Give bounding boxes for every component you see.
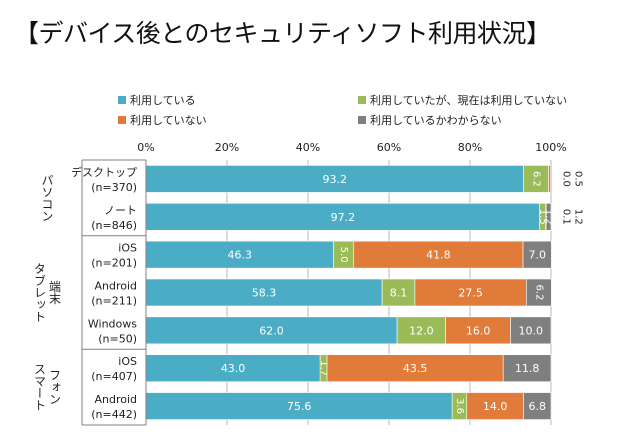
bar-segment [445,316,511,345]
group-label: タブレット [33,262,47,322]
category-n-label: (n=442) [91,408,137,421]
legend-label: 利用していない [130,114,207,127]
category-n-label: (n=407) [91,370,137,383]
data-label: 3.6 [454,398,465,414]
legend-swatch [118,96,126,104]
x-tick-label: 60% [377,141,401,154]
data-label: 46.3 [228,249,253,262]
data-label: 11.8 [515,362,540,375]
outside-data-label: 1.2 [573,209,584,225]
bar-segment [548,165,551,193]
x-tick-label: 80% [458,141,482,154]
bar-segment [145,354,321,383]
data-label: 1.5 [537,209,548,225]
group-label: スマート [33,363,47,411]
legend-label: 利用している [130,94,196,107]
group-label: パソコン [40,173,54,221]
data-label: 16.0 [466,324,491,337]
data-label: 12.0 [409,324,434,337]
data-label: 14.0 [483,400,508,413]
category-n-label: (n=211) [91,295,137,308]
outside-data-label: 0.1 [561,209,572,225]
outside-data-label: 0.5 [573,171,584,187]
category-label: デスクトップ [71,165,137,179]
category-label: Android [94,393,137,406]
bar-segment [545,202,552,231]
x-tick-label: 40% [296,141,320,154]
bar-segment [522,240,552,269]
x-tick-label: 0% [137,141,154,154]
data-label: 1.2 [543,209,554,225]
legend-swatch [358,116,366,124]
data-label: 1.7 [318,360,329,376]
bar-segment [396,316,447,345]
bar-segment [523,392,552,420]
bar-segment [510,316,552,345]
legend-swatch [118,116,126,124]
data-label: 41.8 [426,249,451,262]
bar-segment [145,316,398,345]
bar-segment [525,278,552,307]
data-label: 6.8 [528,400,546,413]
legend-label: 利用しているかわからない [370,114,502,127]
data-label: 97.2 [331,211,356,224]
category-label: Android [94,280,137,293]
group-label: フォン [48,369,62,405]
bar-segment [353,240,524,269]
bar-segment [145,392,453,420]
data-label: 6.2 [531,171,542,187]
data-label: 62.0 [259,324,284,337]
legend-label: 利用していたが、現在は利用していない [370,93,567,107]
bar-segment [145,240,334,269]
category-n-label: (n=846) [91,219,137,232]
data-label: 10.0 [519,324,544,337]
data-label: 5.0 [338,247,349,263]
data-label: 58.3 [252,287,277,300]
legend-swatch [358,96,366,104]
bar-segment [523,165,549,193]
category-label: iOS [118,242,137,255]
x-tick-label: 100% [535,141,566,154]
group-label: 端末 [48,280,62,304]
category-n-label: (n=50) [98,332,137,345]
data-label: 75.6 [287,400,312,413]
data-label: 43.5 [403,362,428,375]
category-label: iOS [118,355,137,368]
page-title: 【デバイス後とのセキュリティソフト利用状況】 [14,19,551,48]
category-label: Windows [88,317,137,330]
bar-segment [381,278,416,307]
bar-segment [502,354,552,383]
data-label: 27.5 [458,287,483,300]
bar-segment [326,354,504,383]
data-label: 7.0 [528,249,546,262]
category-n-label: (n=201) [91,257,137,270]
data-label: 43.0 [221,362,246,375]
outside-data-label: 0.0 [561,171,572,187]
data-label: 93.2 [322,173,347,186]
category-n-label: (n=370) [91,181,137,194]
bar-segment [414,278,527,307]
data-label: 8.1 [390,287,408,300]
data-label: 6.2 [533,285,544,301]
x-tick-label: 20% [215,141,239,154]
category-label: ノート [104,204,137,217]
